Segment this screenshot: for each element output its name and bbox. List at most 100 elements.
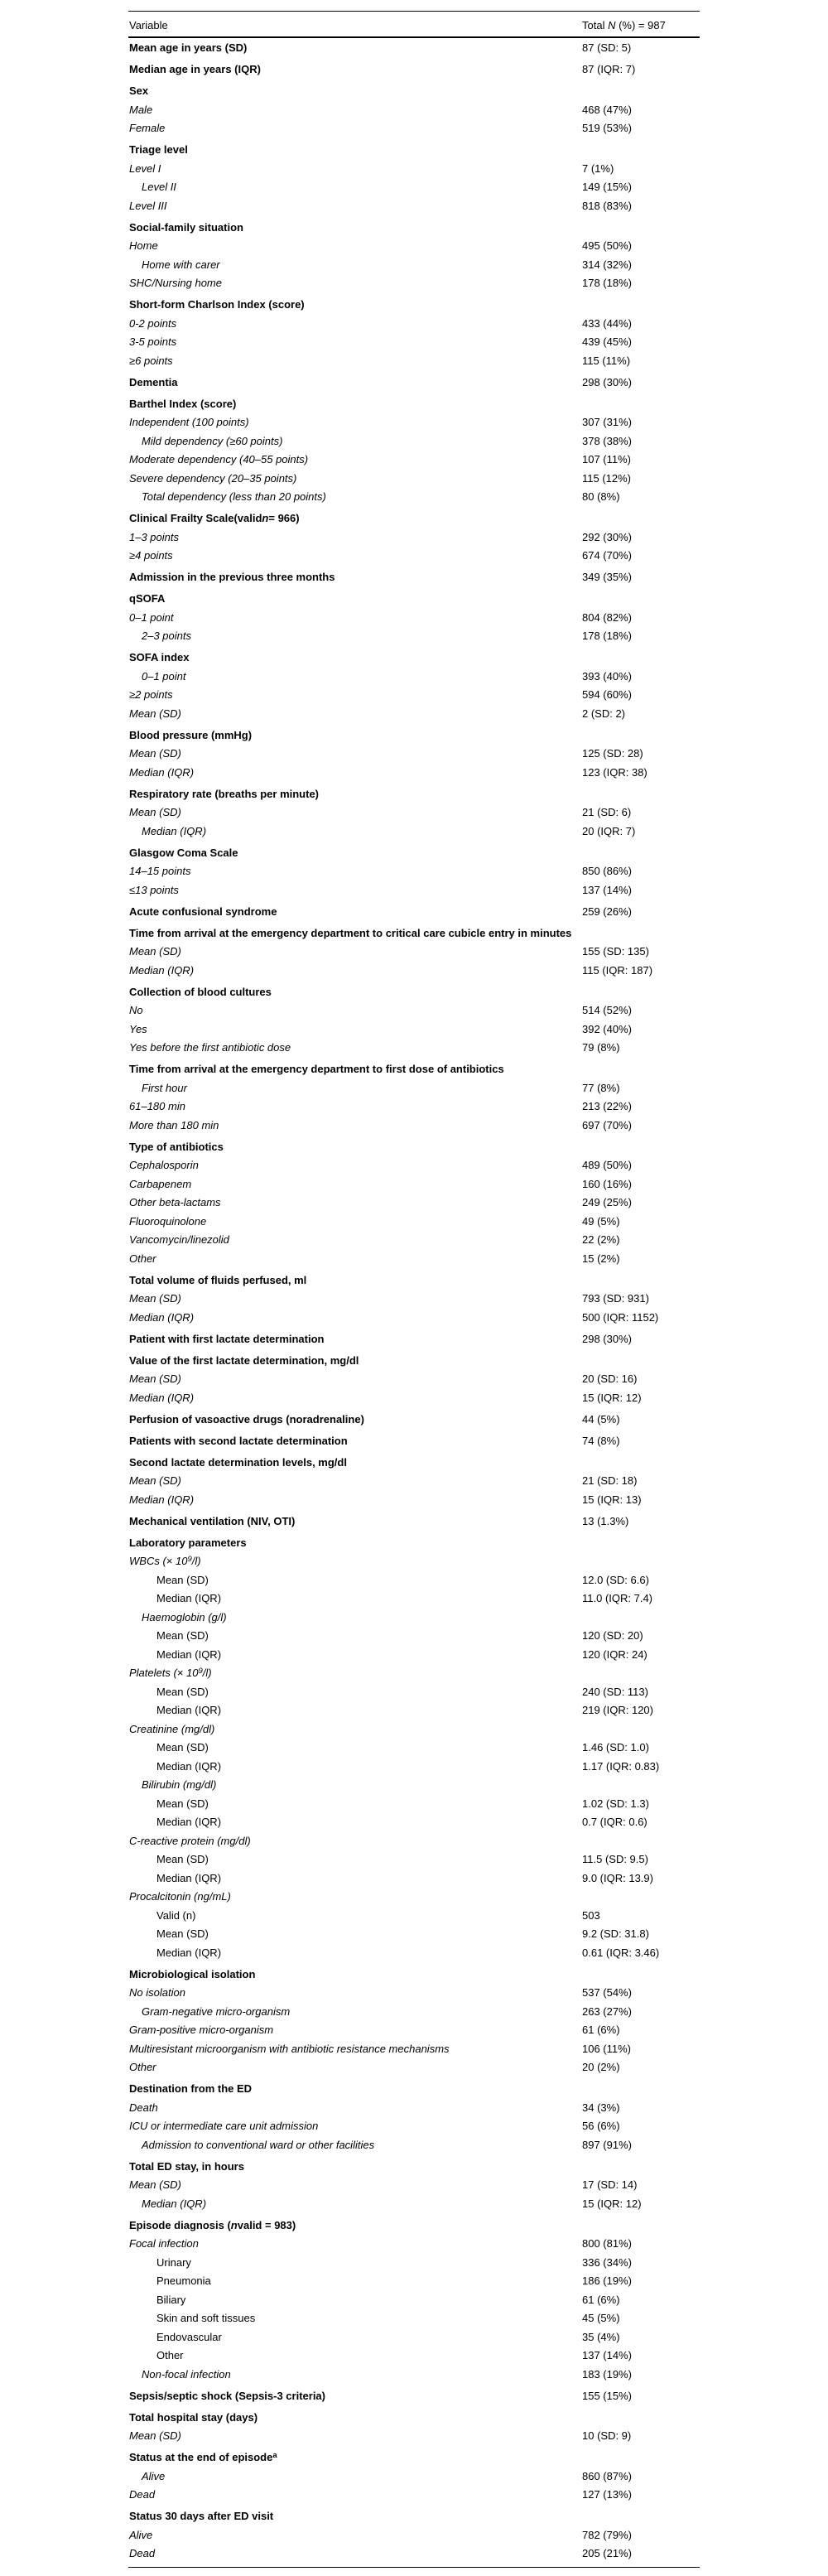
- row-label: Median (IQR): [129, 1391, 195, 1404]
- row-value: 2 (SD: 2): [582, 707, 626, 720]
- row-label: Median (IQR): [142, 824, 207, 837]
- table-row: Laboratory parameters: [128, 1534, 700, 1553]
- row-value: 439 (45%): [582, 335, 632, 348]
- row-value: 782 (79%): [582, 2528, 632, 2541]
- table-row: Short-form Charlson Index (score): [128, 296, 700, 315]
- table-row: Median (IQR) 1.17 (IQR: 0.83): [128, 1758, 700, 1777]
- row-label: Mean (SD): [156, 1573, 209, 1586]
- row-value: 850 (86%): [582, 865, 632, 877]
- superscript-text: 9: [187, 1555, 192, 1564]
- table-row: Bilirubin (mg/dl): [128, 1776, 700, 1795]
- table-row: Severe dependency (20–35 points) 115 (12%…: [128, 470, 700, 489]
- row-label: Valid (n): [156, 1908, 196, 1922]
- row-value: 20 (2%): [582, 2061, 620, 2073]
- row-label: Acute confusional syndrome: [129, 904, 277, 918]
- row-value: 34 (3%): [582, 2101, 620, 2114]
- table-row: Dead 127 (13%): [128, 2486, 700, 2505]
- row-label: Yes: [129, 1022, 147, 1035]
- row-value: 433 (44%): [582, 316, 632, 330]
- table-row: Level III 818 (83%): [128, 197, 700, 216]
- row-label: Mean (SD): [156, 1629, 209, 1642]
- row-label: Median (IQR): [156, 1871, 222, 1884]
- table-row: Independent (100 points) 307 (31%): [128, 413, 700, 432]
- row-value: 115 (12%): [582, 471, 632, 485]
- table-row: Mean (SD) 11.5 (SD: 9.5): [128, 1850, 700, 1869]
- row-value: 115 (11%): [582, 354, 631, 367]
- row-label: Patient with first lactate determination: [129, 1332, 325, 1345]
- table-row: Other 15 (2%): [128, 1250, 700, 1269]
- row-label: 0–1 point: [142, 669, 186, 683]
- row-label: Type of antibiotics: [129, 1140, 224, 1153]
- row-label: 61–180 min: [129, 1100, 185, 1112]
- table-row: Procalcitonin (ng/mL): [128, 1888, 700, 1907]
- table-row: Median (IQR) 500 (IQR: 1152): [128, 1309, 700, 1328]
- row-label: Mean (SD): [156, 1927, 209, 1940]
- row-label: ≥2 points: [129, 688, 173, 701]
- row-value: 503: [582, 1908, 600, 1922]
- row-label: Status at the end of episodea: [129, 2448, 277, 2467]
- row-label: Mean (SD): [129, 1292, 181, 1305]
- row-label: 0–1 point: [129, 610, 174, 624]
- table-row: Mean (SD) 155 (SD: 135): [128, 943, 700, 962]
- table-row: Male 468 (47%): [128, 101, 700, 120]
- table-row: Microbiological isolation: [128, 1966, 700, 1985]
- row-label: Social-family situation: [129, 220, 243, 234]
- row-label: Glasgow Coma Scale: [129, 846, 238, 859]
- row-value: 336 (34%): [582, 2255, 632, 2269]
- row-label: Urinary: [156, 2255, 191, 2269]
- row-value: 35 (4%): [582, 2330, 620, 2343]
- row-label: Status 30 days after ED visit: [129, 2510, 274, 2522]
- table-row: Sepsis/septic shock (Sepsis-3 criteria) 1…: [128, 2387, 700, 2406]
- table-row: Median (IQR) 115 (IQR: 187): [128, 962, 700, 981]
- row-label: Non-focal infection: [142, 2367, 231, 2381]
- row-value: 15 (2%): [582, 1252, 620, 1265]
- row-label: Female: [129, 122, 166, 134]
- row-label: More than 180 min: [129, 1118, 219, 1131]
- table-row: Home with carer 314 (32%): [128, 256, 700, 275]
- table-row: Mean (SD) 120 (SD: 20): [128, 1627, 700, 1646]
- row-label: Dead: [129, 2547, 156, 2559]
- table-row: Acute confusional syndrome 259 (26%): [128, 903, 700, 922]
- row-label: Endovascular: [156, 2330, 222, 2343]
- table-row: 2–3 points 178 (18%): [128, 627, 700, 646]
- table-row: Mean age in years (SD) 87 (SD: 5): [128, 39, 700, 58]
- row-label: Episode diagnosis (nvalid = 983): [129, 2217, 296, 2236]
- row-value: 298 (30%): [582, 1332, 632, 1345]
- table-row: Median (IQR) 0.7 (IQR: 0.6): [128, 1813, 700, 1832]
- row-value: 292 (30%): [582, 530, 632, 543]
- row-value: 674 (70%): [582, 549, 632, 562]
- table-row: Total volume of fluids perfused, ml: [128, 1271, 700, 1290]
- text-run: Clinical Frailty Scale(valid: [129, 512, 262, 524]
- row-label: Focal infection: [129, 2237, 199, 2250]
- row-label: Mean (SD): [156, 1797, 209, 1810]
- row-value: 61 (6%): [582, 2293, 620, 2306]
- row-label: ≤13 points: [129, 883, 179, 896]
- table-row: Time from arrival at the emergency depar…: [128, 1060, 700, 1079]
- row-value: 15 (IQR: 12): [582, 2197, 642, 2210]
- row-label: Bilirubin (mg/dl): [142, 1778, 217, 1791]
- row-label: Dementia: [129, 375, 178, 388]
- text-run: = 966): [268, 512, 300, 524]
- table-row: Haemoglobin (g/l): [128, 1609, 700, 1628]
- row-label: SOFA index: [129, 651, 190, 663]
- table-row: Glasgow Coma Scale: [128, 844, 700, 863]
- row-label: Level I: [129, 162, 161, 175]
- table-row: Yes before the first antibiotic dose 79 (…: [128, 1039, 700, 1058]
- row-label: Value of the first lactate determination…: [129, 1353, 359, 1367]
- row-label: Severe dependency (20–35 points): [129, 471, 297, 485]
- row-value: 314 (32%): [582, 258, 632, 271]
- italic-text: n: [262, 512, 269, 524]
- row-value: 495 (50%): [582, 239, 632, 252]
- row-value: 127 (13%): [582, 2488, 632, 2501]
- row-value: 393 (40%): [582, 669, 632, 683]
- table-row: Home 495 (50%): [128, 237, 700, 256]
- row-value: 259 (26%): [582, 904, 632, 918]
- row-value: 120 (SD: 20): [582, 1629, 643, 1642]
- table-row: ≥4 points 674 (70%): [128, 547, 700, 566]
- table-row: Median (IQR) 219 (IQR: 120): [128, 1701, 700, 1720]
- table-row: First hour 77 (8%): [128, 1079, 700, 1098]
- table-row: 0-2 points 433 (44%): [128, 315, 700, 334]
- table-row: Vancomycin/linezolid 22 (2%): [128, 1231, 700, 1250]
- row-label: Platelets (× 109/l): [129, 1664, 212, 1683]
- table-row: Valid (n) 503: [128, 1907, 700, 1926]
